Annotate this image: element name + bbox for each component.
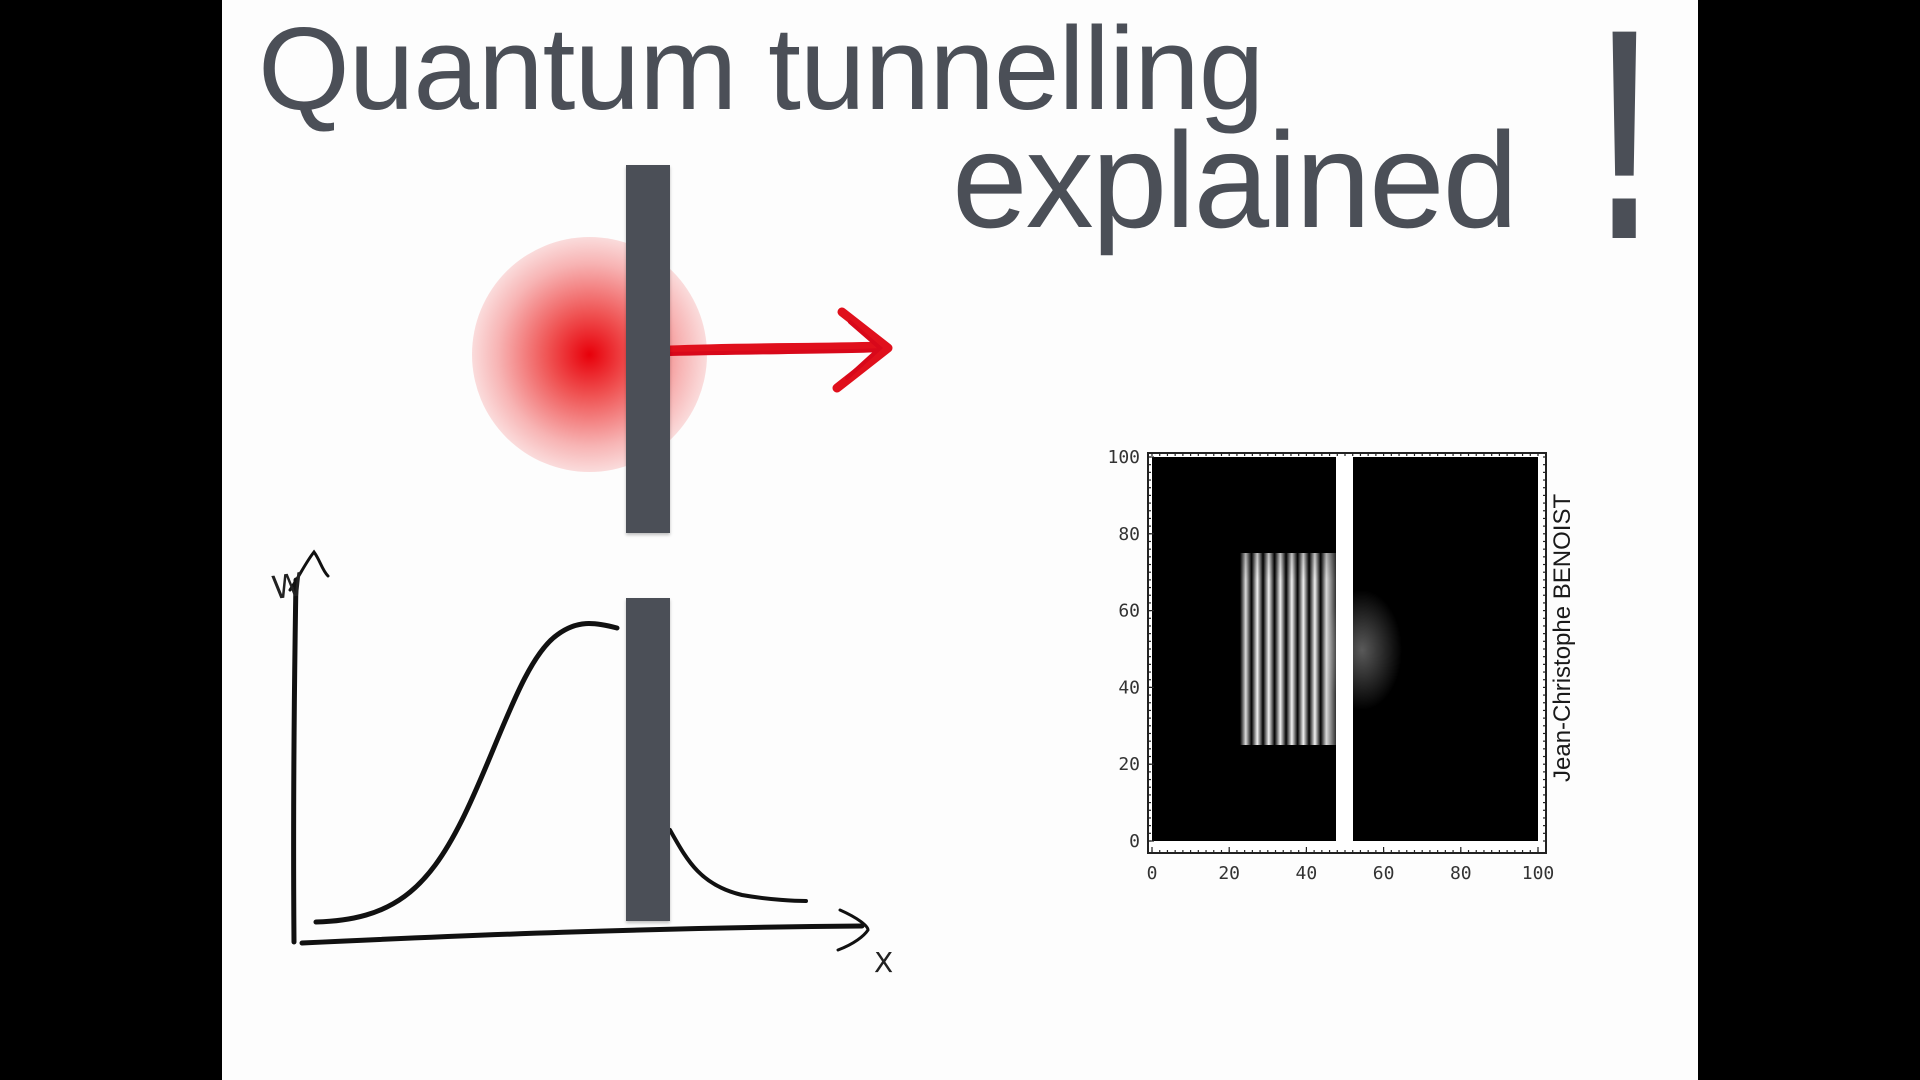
author-credit: Jean-Christophe BENOIST <box>1545 456 1581 786</box>
x-axis-label: X <box>874 946 893 979</box>
y-tick-label: 80 <box>1118 524 1140 545</box>
tunnelling-arrow <box>665 307 893 393</box>
y-tick-label: 60 <box>1118 601 1140 622</box>
barrier-top <box>626 165 670 533</box>
sketch-axes <box>288 549 870 952</box>
title-line-2: explained <box>952 104 1518 256</box>
x-tick-label: 60 <box>1373 863 1395 884</box>
title-line-1: Quantum tunnelling <box>258 3 1264 135</box>
x-tick-label: 80 <box>1450 863 1472 884</box>
barrier-bottom <box>626 598 670 921</box>
y-axis-label: W <box>269 565 306 607</box>
slide: Quantum tunnelling explained ! W X <box>222 0 1698 1080</box>
author-credit-text: Jean-Christophe BENOIST <box>1549 493 1576 782</box>
x-tick-label: 20 <box>1218 863 1240 884</box>
x-tick-label: 0 <box>1147 863 1158 884</box>
y-tick-label: 100 <box>1107 447 1140 468</box>
sim-transmitted <box>1322 590 1402 710</box>
sketch-labels: W X <box>269 565 893 979</box>
x-tick-label: 100 <box>1522 863 1555 884</box>
y-tick-label: 40 <box>1118 677 1140 698</box>
simulation-plot: 0 20 40 60 80 100 0 20 40 60 80 100 <box>1107 447 1554 884</box>
x-tick-label: 40 <box>1296 863 1318 884</box>
y-tick-label: 20 <box>1118 754 1140 775</box>
y-tick-label: 0 <box>1129 831 1140 852</box>
sim-fringes <box>1240 553 1336 745</box>
title-exclamation: ! <box>1597 0 1652 302</box>
